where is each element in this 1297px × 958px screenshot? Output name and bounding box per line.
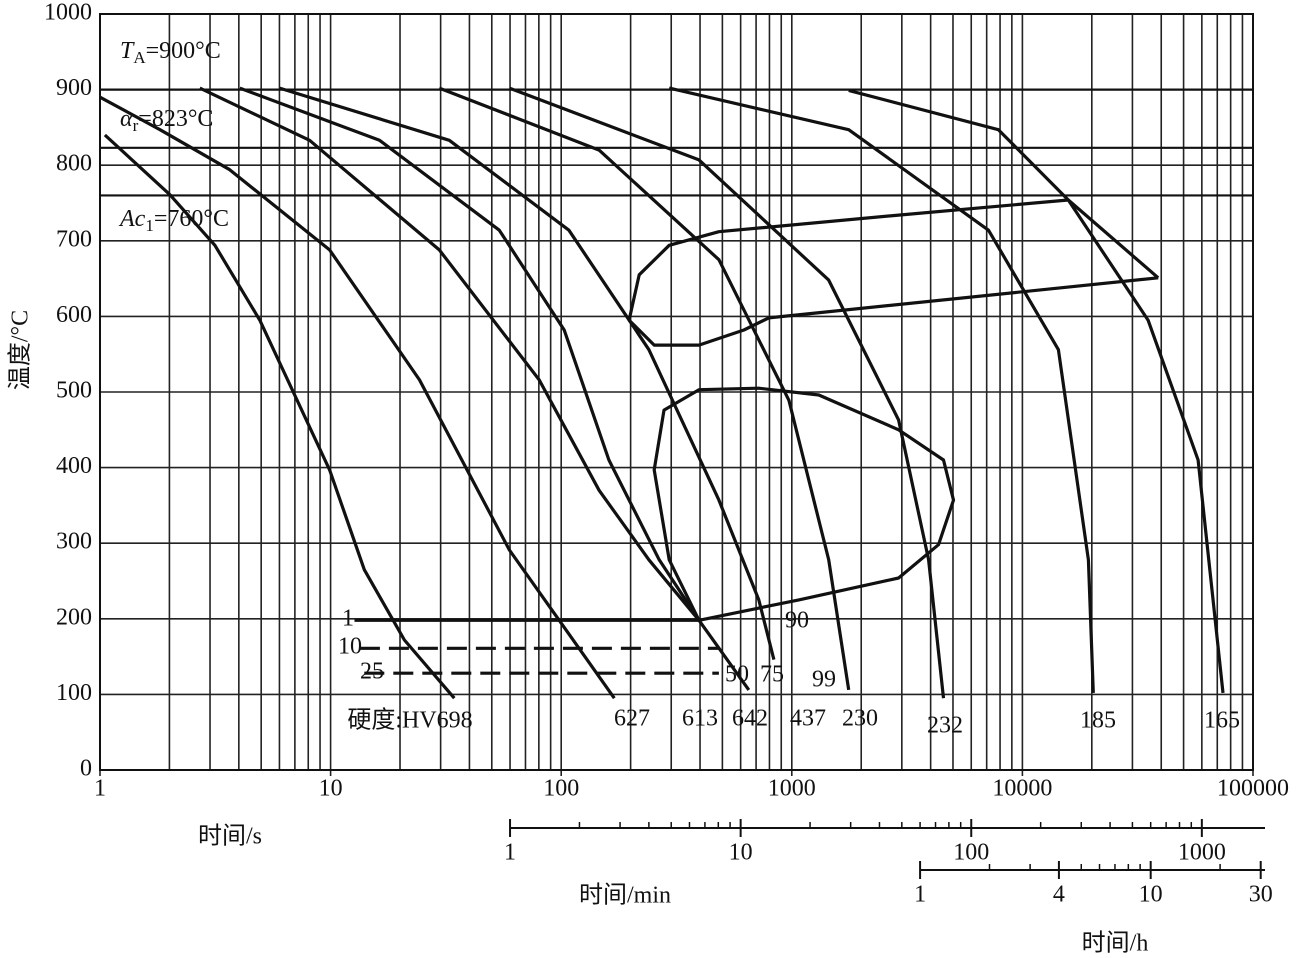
y-tick-label: 0 bbox=[80, 756, 92, 782]
reference-label: TA=900°C bbox=[120, 38, 221, 67]
reference-subscript: 1 bbox=[145, 216, 154, 235]
secondary-axis-label: 时间/h bbox=[1082, 930, 1149, 957]
secondary-tick-label: 100 bbox=[953, 840, 989, 866]
x-tick-label: 100 bbox=[543, 776, 579, 802]
hardness-label: 165 bbox=[1204, 708, 1240, 734]
x-tick-label: 10000 bbox=[992, 776, 1052, 802]
percent-label: 10 bbox=[338, 634, 362, 660]
cooling-curve bbox=[668, 86, 1095, 693]
reference-symbol: T bbox=[120, 38, 135, 64]
secondary-tick-label: 4 bbox=[1053, 882, 1065, 908]
y-tick-label: 600 bbox=[56, 302, 92, 328]
x-axis-label: 时间/s bbox=[198, 823, 262, 850]
secondary-tick-label: 10 bbox=[1139, 882, 1163, 908]
y-axis-label: 温度/°C bbox=[7, 310, 34, 390]
reference-value: =900°C bbox=[146, 38, 221, 64]
percent-label: 90 bbox=[785, 608, 809, 634]
transformation-region bbox=[627, 198, 1160, 347]
cooling-curve bbox=[438, 86, 851, 691]
reference-label: Ac1=760°C bbox=[118, 206, 229, 235]
y-tick-label: 400 bbox=[56, 453, 92, 479]
secondary-tick-label: 30 bbox=[1249, 882, 1273, 908]
secondary-tick-label: 1 bbox=[914, 882, 926, 908]
reference-value: =823°C bbox=[138, 106, 213, 132]
hardness-label: 642 bbox=[732, 706, 768, 732]
hardness-label: 硬度:HV698 bbox=[347, 707, 472, 734]
percent-label: 1 bbox=[342, 606, 354, 632]
reference-label: αr=823°C bbox=[120, 106, 213, 135]
percent-label: 99 bbox=[812, 667, 836, 693]
cooling-curve bbox=[848, 88, 1225, 694]
cooling-curve bbox=[279, 86, 776, 660]
y-tick-label: 100 bbox=[56, 680, 92, 706]
y-tick-label: 300 bbox=[56, 529, 92, 555]
x-tick-label: 1 bbox=[94, 776, 106, 802]
y-tick-label: 800 bbox=[56, 151, 92, 177]
secondary-tick-label: 10 bbox=[729, 840, 753, 866]
cooling-curve bbox=[99, 95, 616, 700]
hardness-label: 230 bbox=[842, 706, 878, 732]
percent-label: 50 bbox=[725, 662, 749, 688]
reference-symbol: Ac bbox=[118, 206, 146, 232]
x-tick-label: 1000 bbox=[768, 776, 816, 802]
reference-subscript: r bbox=[133, 116, 139, 135]
secondary-axis-label: 时间/min bbox=[579, 882, 671, 909]
hardness-label: 627 bbox=[614, 706, 650, 732]
y-tick-label: 500 bbox=[56, 378, 92, 404]
x-tick-label: 100000 bbox=[1217, 776, 1289, 802]
percent-label: 75 bbox=[760, 662, 784, 688]
hardness-label: 437 bbox=[790, 706, 826, 732]
hardness-label: 613 bbox=[682, 706, 718, 732]
y-tick-label: 700 bbox=[56, 226, 92, 252]
cooling-curve bbox=[239, 86, 751, 691]
secondary-tick-label: 1 bbox=[504, 840, 516, 866]
transformation-region bbox=[652, 386, 956, 622]
cooling-curve bbox=[103, 133, 456, 700]
y-tick-label: 1000 bbox=[44, 0, 92, 26]
reference-subscript: A bbox=[133, 48, 146, 67]
cooling-curve bbox=[508, 86, 946, 699]
plot-frame bbox=[99, 13, 1254, 771]
x-tick-label: 10 bbox=[319, 776, 343, 802]
y-tick-label: 200 bbox=[56, 604, 92, 630]
percent-label: 25 bbox=[360, 659, 384, 685]
hardness-label: 185 bbox=[1080, 708, 1116, 734]
y-tick-label: 900 bbox=[56, 75, 92, 101]
secondary-tick-label: 1000 bbox=[1178, 840, 1226, 866]
hardness-label: 232 bbox=[927, 713, 963, 739]
cooling-curve bbox=[199, 86, 701, 622]
